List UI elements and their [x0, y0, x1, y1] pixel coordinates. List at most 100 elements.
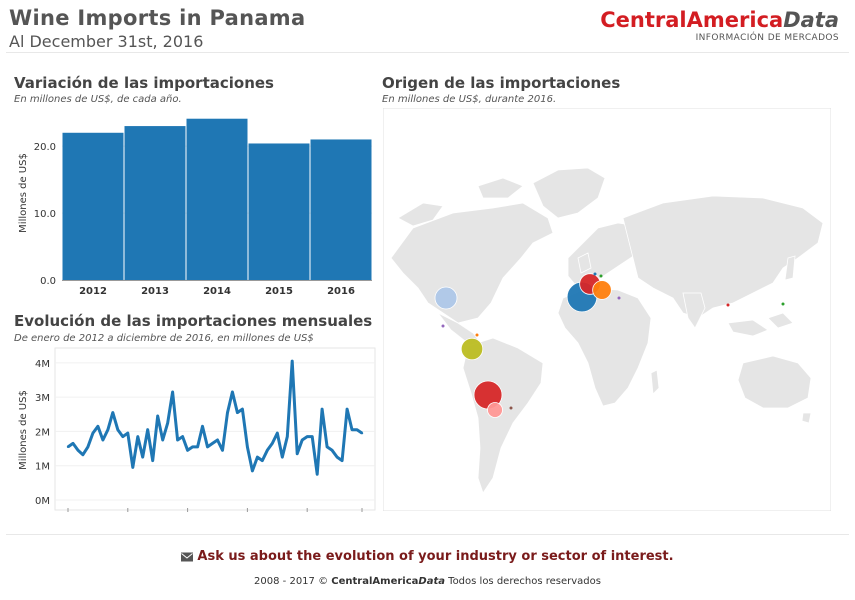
line-point[interactable] — [216, 438, 219, 442]
line-point[interactable] — [236, 411, 239, 414]
line-point[interactable] — [271, 442, 274, 445]
line-ytick-label: 0M — [35, 496, 50, 507]
brand-italic: Data — [783, 8, 839, 32]
line-point[interactable] — [256, 455, 259, 459]
bar-chart-ylabel: Millones de US$ — [18, 153, 29, 233]
envelope-icon — [181, 552, 194, 561]
line-point[interactable] — [281, 455, 284, 459]
line-point[interactable] — [131, 466, 134, 469]
line-point[interactable] — [276, 431, 279, 435]
line-point[interactable] — [335, 455, 339, 459]
line-point[interactable] — [156, 414, 159, 418]
line-point[interactable] — [246, 445, 249, 449]
bar-ytick-label: 10.0 — [34, 209, 56, 220]
bar[interactable] — [248, 143, 310, 280]
map-bubble[interactable] — [487, 402, 503, 418]
line-chart-series — [67, 359, 363, 476]
line-point[interactable] — [266, 449, 269, 452]
line-point[interactable] — [81, 453, 85, 456]
line-point[interactable] — [261, 459, 264, 462]
map-bubble[interactable] — [460, 337, 484, 361]
line-point[interactable] — [206, 445, 209, 449]
line-point[interactable] — [101, 438, 105, 442]
line-point[interactable] — [171, 390, 174, 394]
line-point[interactable] — [286, 435, 289, 438]
line-point[interactable] — [176, 438, 179, 442]
line-point[interactable] — [221, 449, 224, 452]
contact-link[interactable]: Ask us about the evolution of your indus… — [0, 549, 855, 564]
line-point[interactable] — [320, 407, 324, 411]
bar-chart-title: Variación de las importaciones — [14, 74, 274, 92]
line-point[interactable] — [86, 445, 90, 449]
line-point[interactable] — [305, 435, 309, 438]
line-point[interactable] — [186, 449, 189, 452]
line-point[interactable] — [76, 449, 80, 452]
line-point[interactable] — [301, 438, 304, 442]
line-chart: 0M 1M 2M 3M 4M Millones de US$ — [18, 347, 376, 512]
map-bubbles — [434, 273, 612, 418]
line-point[interactable] — [196, 445, 199, 449]
line-point[interactable] — [136, 435, 139, 438]
line-point[interactable] — [201, 425, 204, 428]
map-minor-markers — [441, 272, 785, 410]
line-point[interactable] — [315, 473, 319, 476]
line-point[interactable] — [181, 435, 184, 438]
line-point[interactable] — [211, 442, 214, 445]
line-point[interactable] — [291, 359, 294, 363]
bar-xtick-label: 2015 — [265, 286, 293, 297]
bar[interactable] — [310, 139, 372, 280]
line-point[interactable] — [345, 407, 349, 411]
bar[interactable] — [62, 132, 124, 280]
bar-chart: 0.0 10.0 20.0 2012 2013 2014 2015 2016 Millones… — [18, 118, 372, 297]
line-point[interactable] — [241, 407, 244, 411]
line-point[interactable] — [111, 411, 115, 414]
page-title: Wine Imports in Panama — [9, 6, 306, 30]
line-chart-ticks: 0M 1M 2M 3M 4M — [35, 359, 363, 512]
line-point[interactable] — [66, 445, 70, 449]
line-point[interactable] — [146, 428, 149, 431]
bar[interactable] — [124, 126, 186, 280]
line-point[interactable] — [91, 431, 95, 435]
bar-xtick-label: 2016 — [327, 286, 355, 297]
line-point[interactable] — [166, 421, 169, 425]
line-point[interactable] — [226, 411, 229, 414]
line-point[interactable] — [141, 455, 144, 459]
map-bubble[interactable] — [592, 280, 612, 300]
line-point[interactable] — [355, 428, 359, 431]
world-map[interactable] — [383, 108, 831, 511]
line-point[interactable] — [121, 435, 125, 438]
line-point[interactable] — [231, 390, 234, 394]
contact-link-text[interactable]: Ask us about the evolution of your indus… — [197, 549, 674, 564]
line-chart-points — [66, 359, 364, 476]
header-divider — [6, 52, 849, 53]
line-point[interactable] — [310, 435, 314, 438]
map-land — [390, 167, 824, 494]
brand-logo[interactable]: CentralAmericaData — [600, 8, 839, 32]
bar-chart-subtitle: En millones de US$, de cada año. — [14, 94, 182, 105]
brand-main: CentralAmerica — [600, 8, 784, 32]
bar-ytick-label: 0.0 — [40, 276, 56, 287]
line-point[interactable] — [191, 445, 194, 449]
line-point[interactable] — [116, 428, 120, 431]
bar[interactable] — [186, 118, 248, 280]
line-point[interactable] — [126, 431, 129, 435]
line-point[interactable] — [71, 442, 75, 445]
bar-ytick-label: 20.0 — [34, 142, 56, 153]
line-point[interactable] — [106, 428, 110, 431]
line-point[interactable] — [161, 438, 164, 442]
line-point[interactable] — [360, 431, 364, 435]
copyright-rights: Todos los derechos reservados — [448, 576, 601, 587]
line-point[interactable] — [96, 425, 100, 428]
line-point[interactable] — [251, 469, 254, 473]
bar-xtick-label: 2013 — [141, 286, 169, 297]
page-subtitle: Al December 31st, 2016 — [9, 32, 204, 51]
line-point[interactable] — [330, 449, 334, 452]
line-chart-title: Evolución de las importaciones mensuales — [14, 312, 373, 330]
line-point[interactable] — [151, 459, 154, 462]
copyright: 2008 - 2017 © CentralAmericaData Todos l… — [0, 576, 855, 587]
line-point[interactable] — [296, 452, 299, 455]
line-point[interactable] — [350, 428, 354, 431]
line-point[interactable] — [325, 445, 329, 449]
line-point[interactable] — [340, 459, 344, 462]
map-bubble[interactable] — [434, 286, 458, 310]
